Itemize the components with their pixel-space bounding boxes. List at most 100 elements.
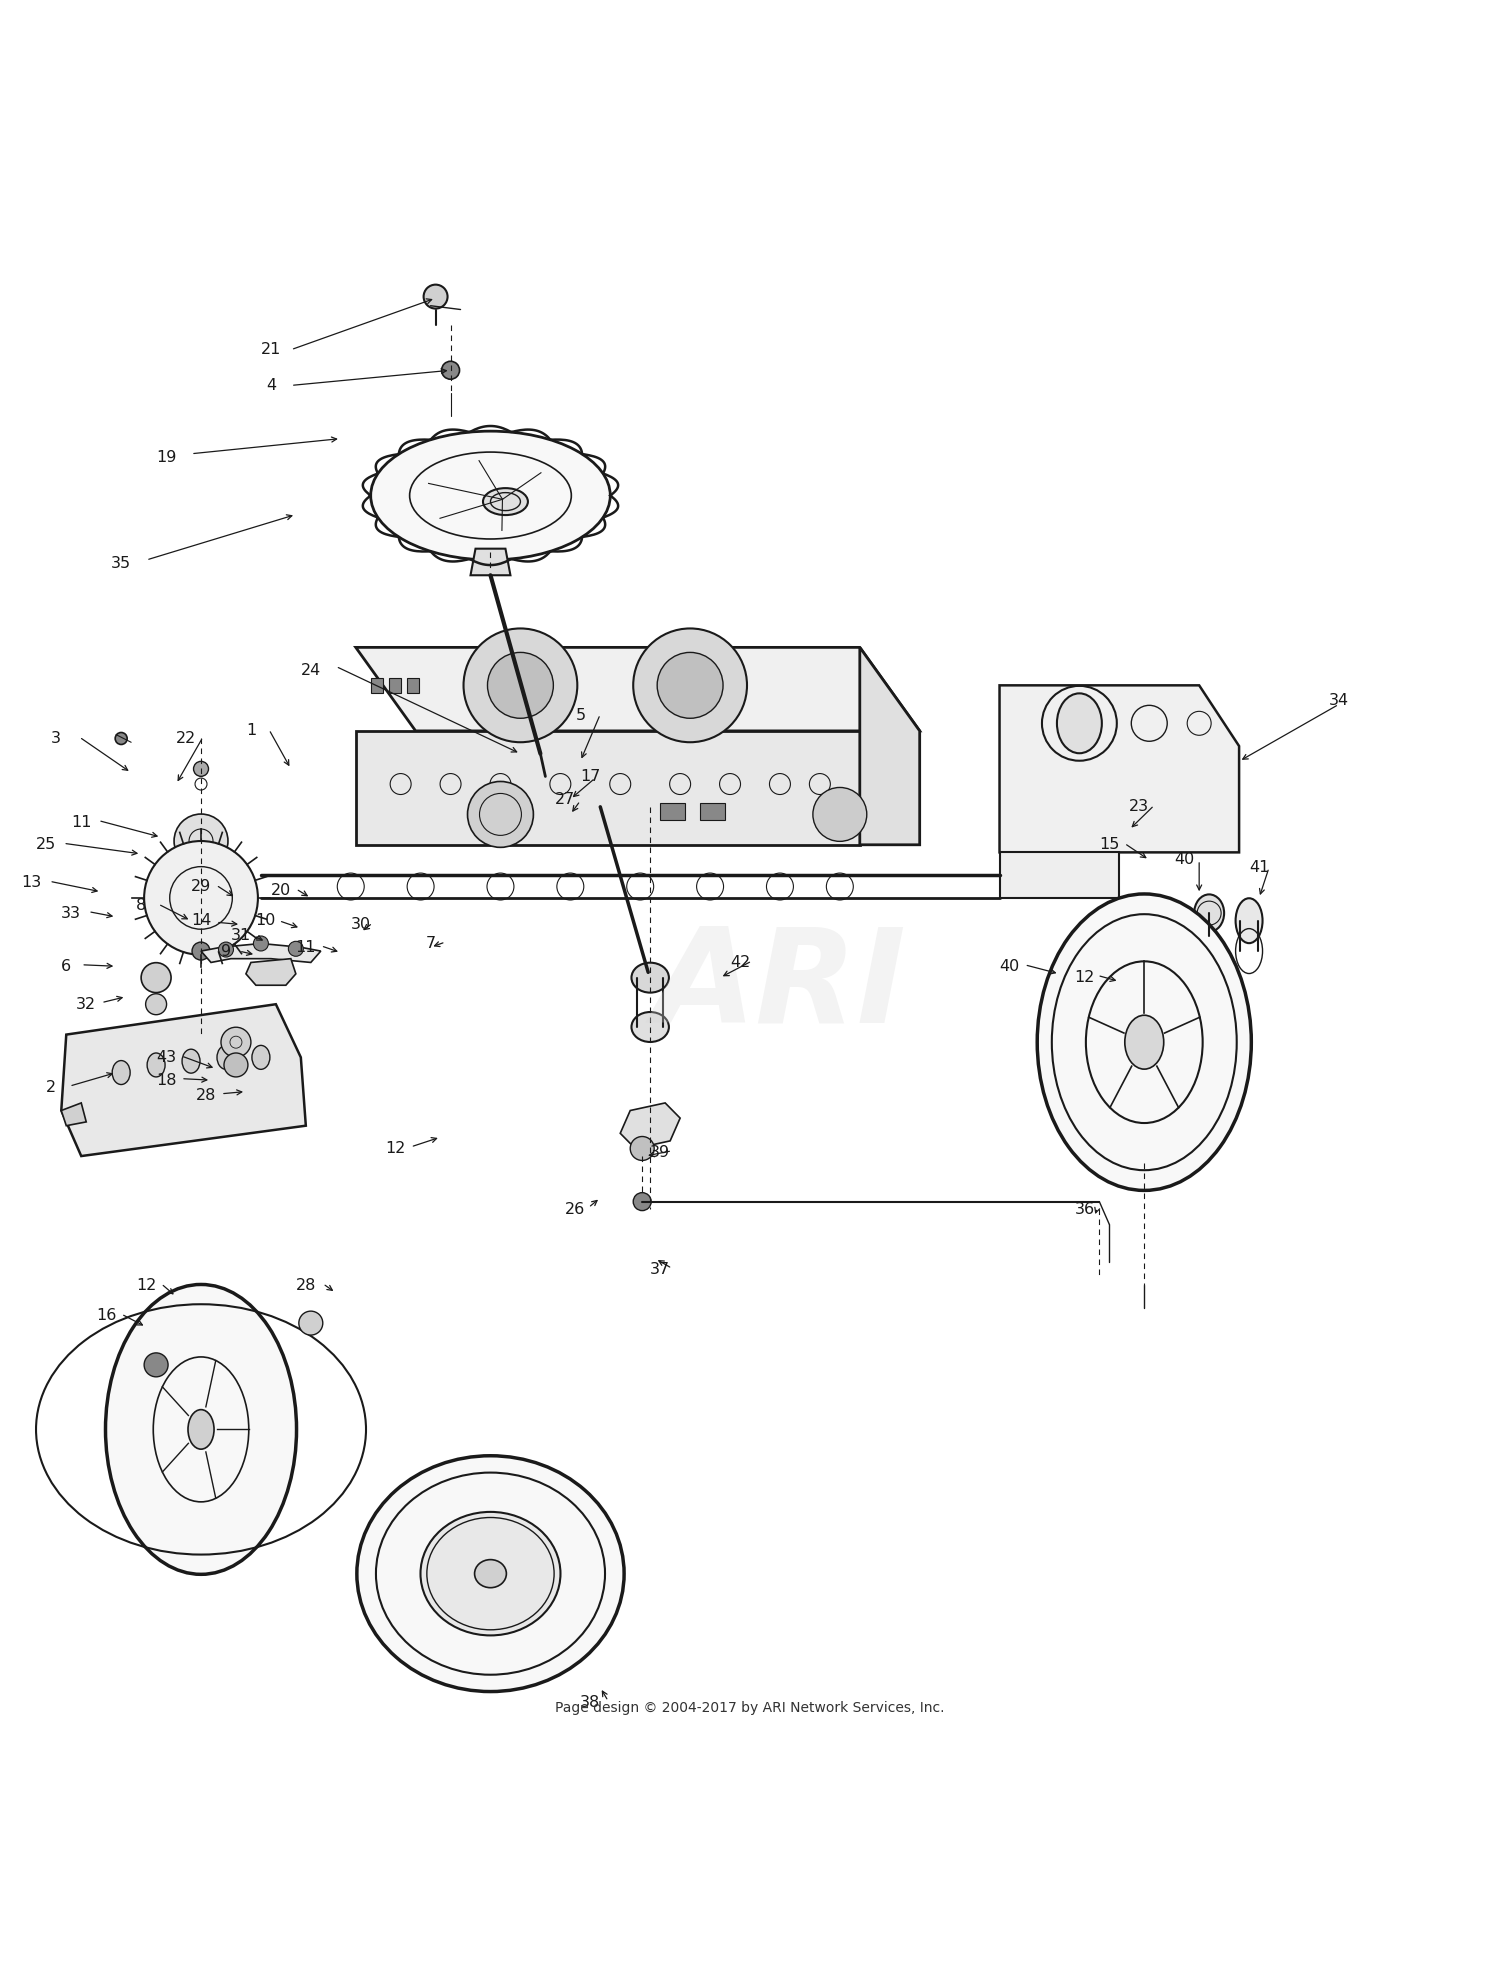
Text: 14: 14 xyxy=(190,913,211,929)
Circle shape xyxy=(194,761,208,777)
Ellipse shape xyxy=(217,1045,236,1069)
Text: 28: 28 xyxy=(196,1089,216,1102)
Circle shape xyxy=(224,1053,248,1077)
Circle shape xyxy=(146,994,166,1016)
Polygon shape xyxy=(246,958,296,986)
Text: 34: 34 xyxy=(1329,692,1348,708)
Circle shape xyxy=(116,732,128,745)
Ellipse shape xyxy=(182,1049,200,1073)
Ellipse shape xyxy=(105,1284,297,1574)
Ellipse shape xyxy=(252,1045,270,1069)
Text: 31: 31 xyxy=(231,929,251,943)
Ellipse shape xyxy=(1058,694,1102,753)
Ellipse shape xyxy=(112,1061,130,1085)
Text: 17: 17 xyxy=(580,769,600,785)
Polygon shape xyxy=(859,647,920,844)
Circle shape xyxy=(468,781,534,848)
Text: 32: 32 xyxy=(76,996,96,1012)
Text: 7: 7 xyxy=(426,937,435,951)
Text: 18: 18 xyxy=(156,1073,177,1089)
Text: 12: 12 xyxy=(1074,970,1095,986)
Text: 42: 42 xyxy=(730,954,750,970)
Text: 22: 22 xyxy=(176,732,196,745)
Ellipse shape xyxy=(474,1560,507,1587)
Polygon shape xyxy=(62,1004,306,1156)
Text: 30: 30 xyxy=(351,917,370,933)
Ellipse shape xyxy=(1236,899,1263,943)
Circle shape xyxy=(174,814,228,868)
Circle shape xyxy=(141,962,171,992)
Text: 1: 1 xyxy=(246,724,256,738)
Text: 24: 24 xyxy=(300,663,321,678)
Polygon shape xyxy=(537,738,550,747)
Text: 8: 8 xyxy=(136,897,147,913)
Circle shape xyxy=(192,943,210,960)
Ellipse shape xyxy=(188,1410,214,1449)
Text: 15: 15 xyxy=(1100,838,1119,852)
Circle shape xyxy=(441,361,459,379)
Circle shape xyxy=(219,943,234,956)
Text: 12: 12 xyxy=(136,1278,156,1292)
Ellipse shape xyxy=(1125,1016,1164,1069)
Text: 23: 23 xyxy=(1130,799,1149,814)
Text: 11: 11 xyxy=(70,814,92,830)
Ellipse shape xyxy=(483,489,528,515)
Circle shape xyxy=(464,629,578,741)
Text: 9: 9 xyxy=(220,943,231,958)
Polygon shape xyxy=(660,803,686,820)
Text: 10: 10 xyxy=(255,913,276,929)
Polygon shape xyxy=(999,686,1239,852)
Circle shape xyxy=(633,1193,651,1211)
Circle shape xyxy=(144,1353,168,1376)
Circle shape xyxy=(657,653,723,718)
Text: 33: 33 xyxy=(62,905,81,921)
Ellipse shape xyxy=(420,1513,561,1635)
Circle shape xyxy=(254,937,268,951)
Polygon shape xyxy=(201,943,321,962)
Text: 36: 36 xyxy=(1074,1201,1095,1217)
Polygon shape xyxy=(406,678,418,692)
Polygon shape xyxy=(700,803,724,820)
Text: 3: 3 xyxy=(51,732,62,745)
Text: 35: 35 xyxy=(111,556,130,572)
Text: 25: 25 xyxy=(36,838,57,852)
Text: 6: 6 xyxy=(62,958,72,974)
Circle shape xyxy=(298,1311,322,1335)
Ellipse shape xyxy=(370,432,610,560)
Text: 13: 13 xyxy=(21,876,42,889)
Polygon shape xyxy=(471,548,510,576)
Ellipse shape xyxy=(632,1012,669,1041)
Polygon shape xyxy=(356,732,860,844)
Text: 40: 40 xyxy=(1174,852,1194,868)
Text: Page design © 2004-2017 by ARI Network Services, Inc.: Page design © 2004-2017 by ARI Network S… xyxy=(555,1700,945,1716)
Polygon shape xyxy=(999,852,1119,897)
Text: 43: 43 xyxy=(156,1049,176,1065)
Polygon shape xyxy=(388,678,400,692)
Ellipse shape xyxy=(1194,895,1224,933)
Circle shape xyxy=(813,787,867,842)
Text: 40: 40 xyxy=(999,958,1020,974)
Circle shape xyxy=(220,1027,251,1057)
Text: ARI: ARI xyxy=(654,923,906,1049)
Ellipse shape xyxy=(1036,893,1251,1191)
Circle shape xyxy=(633,629,747,741)
Text: 41: 41 xyxy=(1250,860,1269,876)
Circle shape xyxy=(288,941,303,956)
Polygon shape xyxy=(356,647,920,732)
Circle shape xyxy=(423,284,447,308)
Text: 4: 4 xyxy=(266,379,276,392)
Circle shape xyxy=(630,1136,654,1160)
Ellipse shape xyxy=(632,962,669,992)
Text: 29: 29 xyxy=(190,880,211,893)
Text: 27: 27 xyxy=(555,791,576,807)
Text: 11: 11 xyxy=(296,941,316,954)
Ellipse shape xyxy=(357,1455,624,1692)
Polygon shape xyxy=(62,1102,86,1126)
Text: 2: 2 xyxy=(46,1081,57,1094)
Ellipse shape xyxy=(147,1053,165,1077)
Text: 21: 21 xyxy=(261,343,280,357)
Text: 5: 5 xyxy=(576,708,585,724)
Text: 28: 28 xyxy=(296,1278,316,1292)
Text: 37: 37 xyxy=(650,1262,670,1278)
Text: 39: 39 xyxy=(650,1146,670,1160)
